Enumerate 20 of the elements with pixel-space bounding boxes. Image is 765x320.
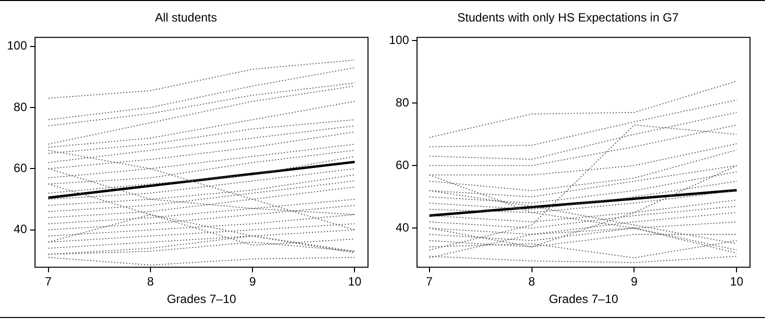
y-tick-label: 80 bbox=[14, 100, 28, 114]
x-axis-title: Grades 7–10 bbox=[548, 292, 619, 306]
x-tick-label: 10 bbox=[348, 274, 362, 289]
x-tick-label: 7 bbox=[426, 274, 433, 289]
y-tick-label: 40 bbox=[14, 222, 28, 236]
y-tick-label: 100 bbox=[388, 32, 410, 47]
x-tick-label: 7 bbox=[44, 274, 52, 289]
x-tick-label: 9 bbox=[249, 274, 256, 289]
chart-title: Students with only HS Expectations in G7 bbox=[457, 10, 680, 25]
y-tick-label: 60 bbox=[396, 158, 410, 172]
y-tick-label: 60 bbox=[14, 160, 28, 175]
y-tick-label: 40 bbox=[396, 220, 410, 234]
chart-title: All students bbox=[154, 10, 218, 25]
x-axis-title: Grades 7–10 bbox=[166, 292, 237, 306]
y-tick-label: 100 bbox=[6, 38, 28, 53]
x-tick-label: 8 bbox=[147, 274, 154, 289]
x-tick-label: 8 bbox=[528, 274, 536, 289]
x-tick-label: 9 bbox=[630, 274, 638, 289]
y-tick-label: 80 bbox=[396, 95, 410, 110]
x-tick-label: 10 bbox=[730, 274, 744, 289]
